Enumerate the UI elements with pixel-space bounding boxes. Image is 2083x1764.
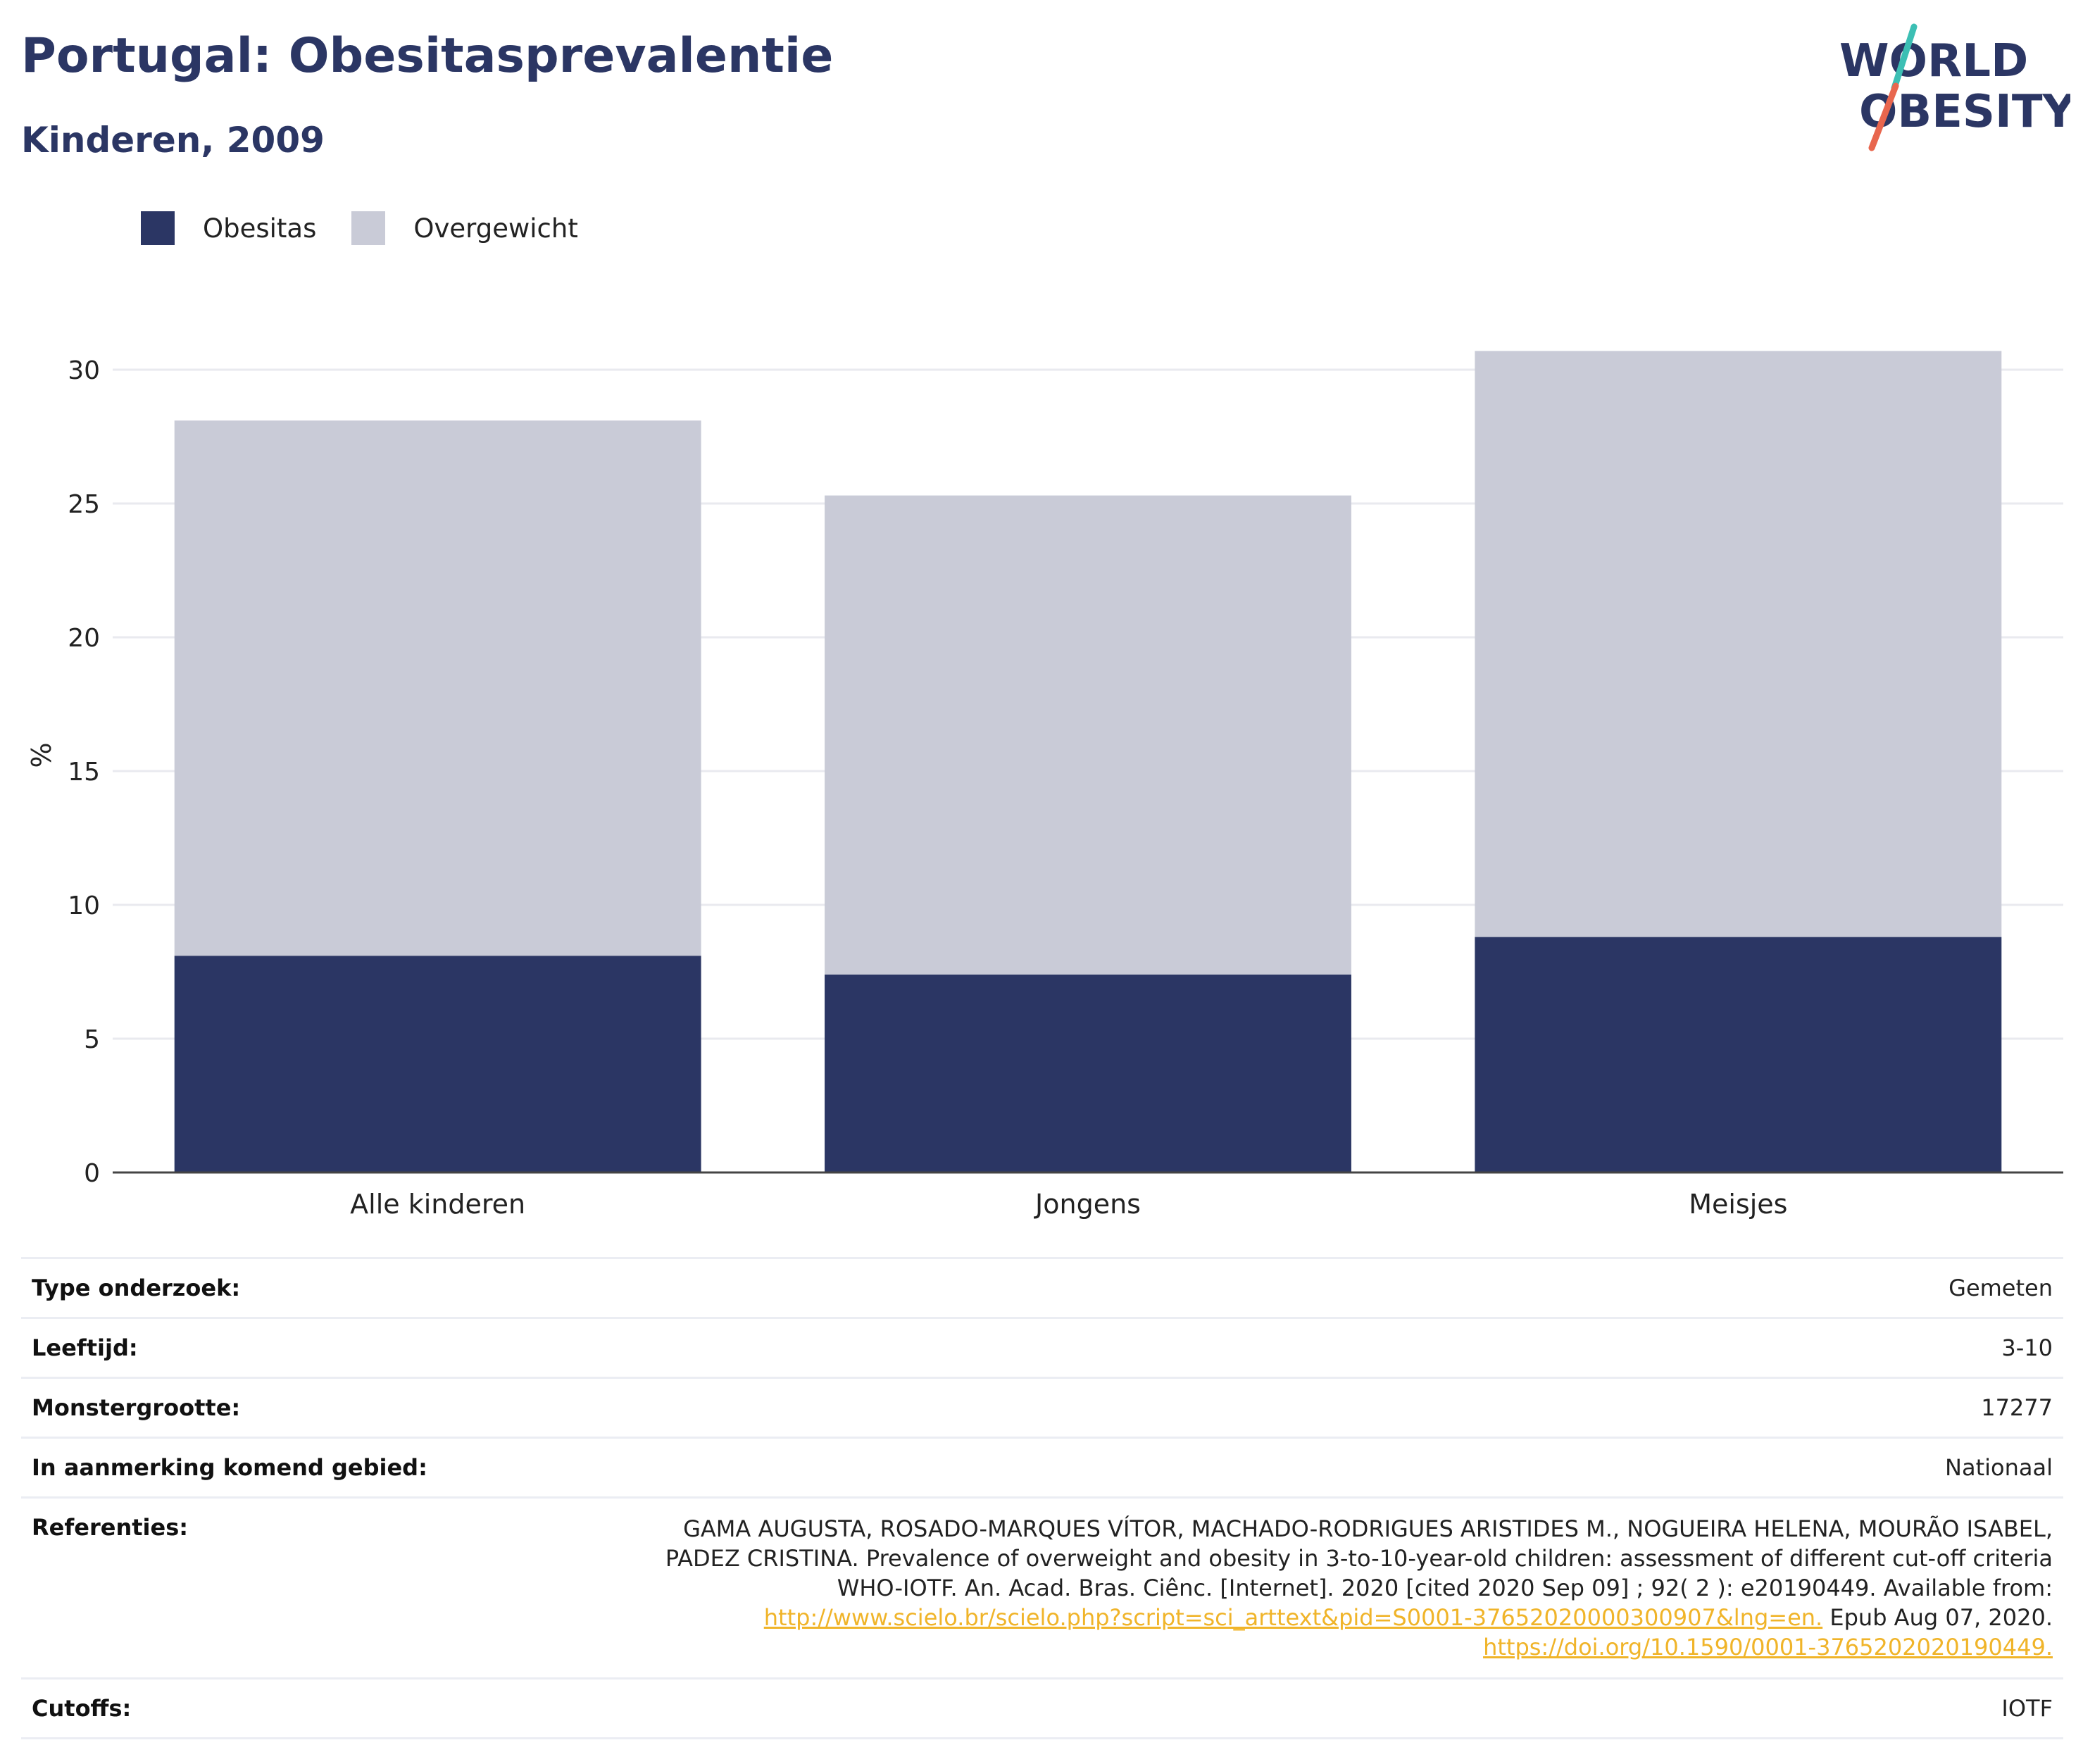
detail-row-type: Type onderzoek: Gemeten (21, 1257, 2063, 1317)
references-text: GAMA AUGUSTA, ROSADO-MARQUES VÍTOR, MACH… (609, 1514, 2053, 1662)
bar-obesitas (174, 956, 701, 1172)
chart-title: Portugal: Obesitasprevalentie (21, 28, 834, 84)
detail-value: 17277 (1981, 1394, 2053, 1421)
bar-overgewicht (825, 495, 1351, 975)
reference-epub: Epub Aug 07, 2020. (1829, 1604, 2053, 1631)
detail-label: Type onderzoek: (32, 1275, 241, 1301)
detail-row-references: Referenties: GAMA AUGUSTA, ROSADO-MARQUE… (21, 1496, 2063, 1677)
x-tick-label: Jongens (1034, 1189, 1141, 1220)
bar-overgewicht (174, 420, 701, 956)
bar-overgewicht (1475, 351, 2002, 937)
detail-value: Nationaal (1945, 1454, 2053, 1481)
detail-value: Gemeten (1948, 1275, 2053, 1301)
detail-label: Cutoffs: (32, 1695, 132, 1722)
legend-swatch-obesitas (141, 211, 175, 245)
y-tick-label: 30 (68, 356, 100, 385)
detail-row-area: In aanmerking komend gebied: Nationaal (21, 1437, 2063, 1496)
detail-label: Leeftijd: (32, 1334, 138, 1361)
legend-item-overgewicht[interactable]: Overgewicht (351, 211, 578, 245)
chart-subtitle: Kinderen, 2009 (21, 120, 325, 161)
reference-link-scielo[interactable]: http://www.scielo.br/scielo.php?script=s… (763, 1604, 1823, 1631)
y-tick-label: 15 (68, 758, 100, 787)
legend-label-overgewicht: Overgewicht (413, 213, 578, 244)
legend-item-obesitas[interactable]: Obesitas (141, 211, 316, 245)
detail-value: 3-10 (2001, 1334, 2053, 1361)
legend-swatch-overgewicht (351, 211, 386, 245)
detail-row-cutoffs: Cutoffs: IOTF (21, 1677, 2063, 1739)
detail-label: Referenties: (32, 1514, 189, 1541)
world-obesity-logo: WORLD OBESITY (1839, 23, 2070, 151)
y-tick-label: 5 (84, 1025, 100, 1054)
reference-citation: GAMA AUGUSTA, ROSADO-MARQUES VÍTOR, MACH… (665, 1515, 2053, 1601)
bar-obesitas (825, 974, 1351, 1172)
bar-chart: 0 5 10 15 20 25 30% Alle kinderen Jongens Meisjes (26, 351, 2063, 1220)
y-tick-label: 25 (68, 490, 100, 519)
y-axis-label: % (26, 742, 57, 768)
reference-link-doi[interactable]: https://doi.org/10.1590/0001-37652020201… (1483, 1634, 2053, 1660)
survey-details: Type onderzoek: Gemeten Leeftijd: 3-10 M… (21, 1257, 2063, 1739)
detail-value: IOTF (2001, 1695, 2053, 1722)
detail-label: Monstergrootte: (32, 1394, 241, 1421)
detail-row-sample-size: Monstergrootte: 17277 (21, 1377, 2063, 1437)
detail-label: In aanmerking komend gebied: (32, 1454, 427, 1481)
y-tick-label: 10 (68, 892, 100, 920)
y-tick-label: 0 (84, 1159, 100, 1188)
legend-label-obesitas: Obesitas (203, 213, 317, 244)
chart-legend: Obesitas Overgewicht (141, 211, 613, 245)
x-tick-label: Alle kinderen (350, 1189, 525, 1220)
x-tick-label: Meisjes (1689, 1189, 1787, 1220)
detail-row-age: Leeftijd: 3-10 (21, 1317, 2063, 1377)
bar-obesitas (1475, 937, 2002, 1172)
y-tick-label: 20 (68, 624, 100, 653)
svg-text:WORLD: WORLD (1839, 35, 2028, 87)
